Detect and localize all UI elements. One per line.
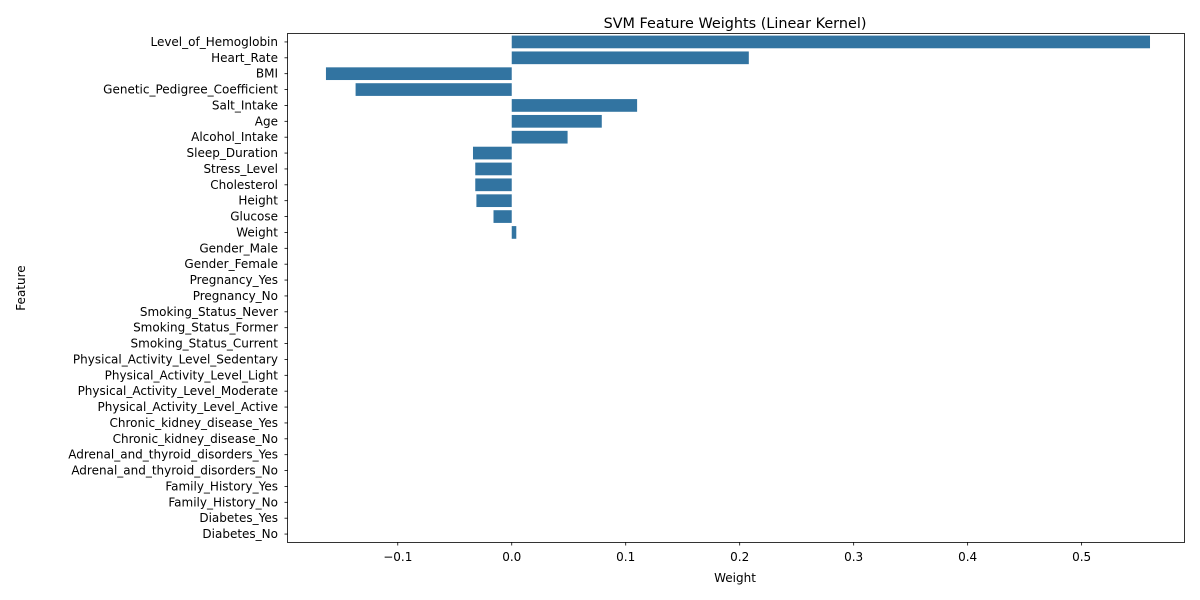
y-tick-label: Age [255,114,278,128]
y-tick-label: Smoking_Status_Current [131,337,279,351]
y-tick-label: Gender_Female [184,257,278,271]
bar-Level_of_Hemoglobin [511,35,1151,49]
y-tick-label: Chronic_kidney_disease_Yes [110,416,278,430]
y-tick-label: Physical_Activity_Level_Sedentary [73,352,278,366]
y-ticks-group: Level_of_Hemoglobin Heart_Rate BMI Genetic_… [68,35,288,541]
y-tick-label: Family_History_No [168,495,278,509]
bar-Glucose [493,210,512,223]
y-tick-label: Genetic_Pedigree_Coefficient [103,83,278,97]
bar-Age [511,114,602,128]
bar-Genetic_Pedigree_Coefficient [355,83,512,96]
x-tick-label: 0.3 [844,550,863,564]
y-tick-label: Adrenal_and_thyroid_disorders_Yes [68,448,278,462]
x-axis-title: Weight [714,571,756,585]
x-tick-label: 0.0 [502,550,521,564]
x-tick-label: 0.5 [1072,550,1091,564]
x-tick-label: 0.1 [616,550,635,564]
y-tick-label: Heart_Rate [211,51,278,65]
bars-group [325,35,1151,239]
y-tick-label: Smoking_Status_Former [133,321,278,335]
bar-Cholesterol [475,178,512,192]
y-tick-label: Family_History_Yes [165,479,278,493]
bar-Alcohol_Intake [511,130,568,144]
y-tick-label: Diabetes_No [202,527,278,541]
y-tick-label: Weight [236,225,278,239]
bar-Stress_Level [475,162,512,176]
y-tick-label: Diabetes_Yes [199,511,278,525]
y-tick-label: Stress_Level [203,162,278,176]
bar-BMI [325,67,512,81]
y-tick-label: Pregnancy_Yes [190,273,278,287]
bar-Sleep_Duration [472,146,512,160]
y-tick-label: Physical_Activity_Level_Light [105,368,279,382]
x-tick-label: −0.1 [383,550,412,564]
y-tick-label: Gender_Male [199,241,278,255]
y-tick-label: Height [238,194,278,208]
plot-frame [287,33,1185,543]
x-ticks-group: −0.1 0.0 0.1 0.2 0.3 0.4 0.5 [383,542,1091,564]
y-tick-label: Adrenal_and_thyroid_disorders_No [71,464,278,478]
y-tick-label: Glucose [230,210,278,224]
bar-Weight [511,226,517,239]
x-tick-label: 0.2 [730,550,749,564]
y-tick-label: Cholesterol [210,178,278,192]
y-tick-label: Physical_Activity_Level_Moderate [78,384,278,398]
bar-Heart_Rate [511,51,749,65]
y-tick-label: Level_of_Hemoglobin [150,35,278,49]
y-tick-label: Chronic_kidney_disease_No [113,432,278,446]
y-tick-label: Sleep_Duration [187,146,278,160]
bar-Salt_Intake [511,99,638,112]
y-tick-label: BMI [256,67,278,81]
y-axis-title: Feature [14,265,28,310]
y-tick-label: Physical_Activity_Level_Active [98,400,279,414]
y-tick-label: Alcohol_Intake [191,130,278,144]
bar-Height [476,194,512,208]
chart-title: SVM Feature Weights (Linear Kernel) [604,16,867,32]
y-tick-label: Smoking_Status_Never [140,305,278,319]
y-tick-label: Salt_Intake [212,98,278,112]
y-tick-label: Pregnancy_No [193,289,278,303]
x-tick-label: 0.4 [958,550,977,564]
